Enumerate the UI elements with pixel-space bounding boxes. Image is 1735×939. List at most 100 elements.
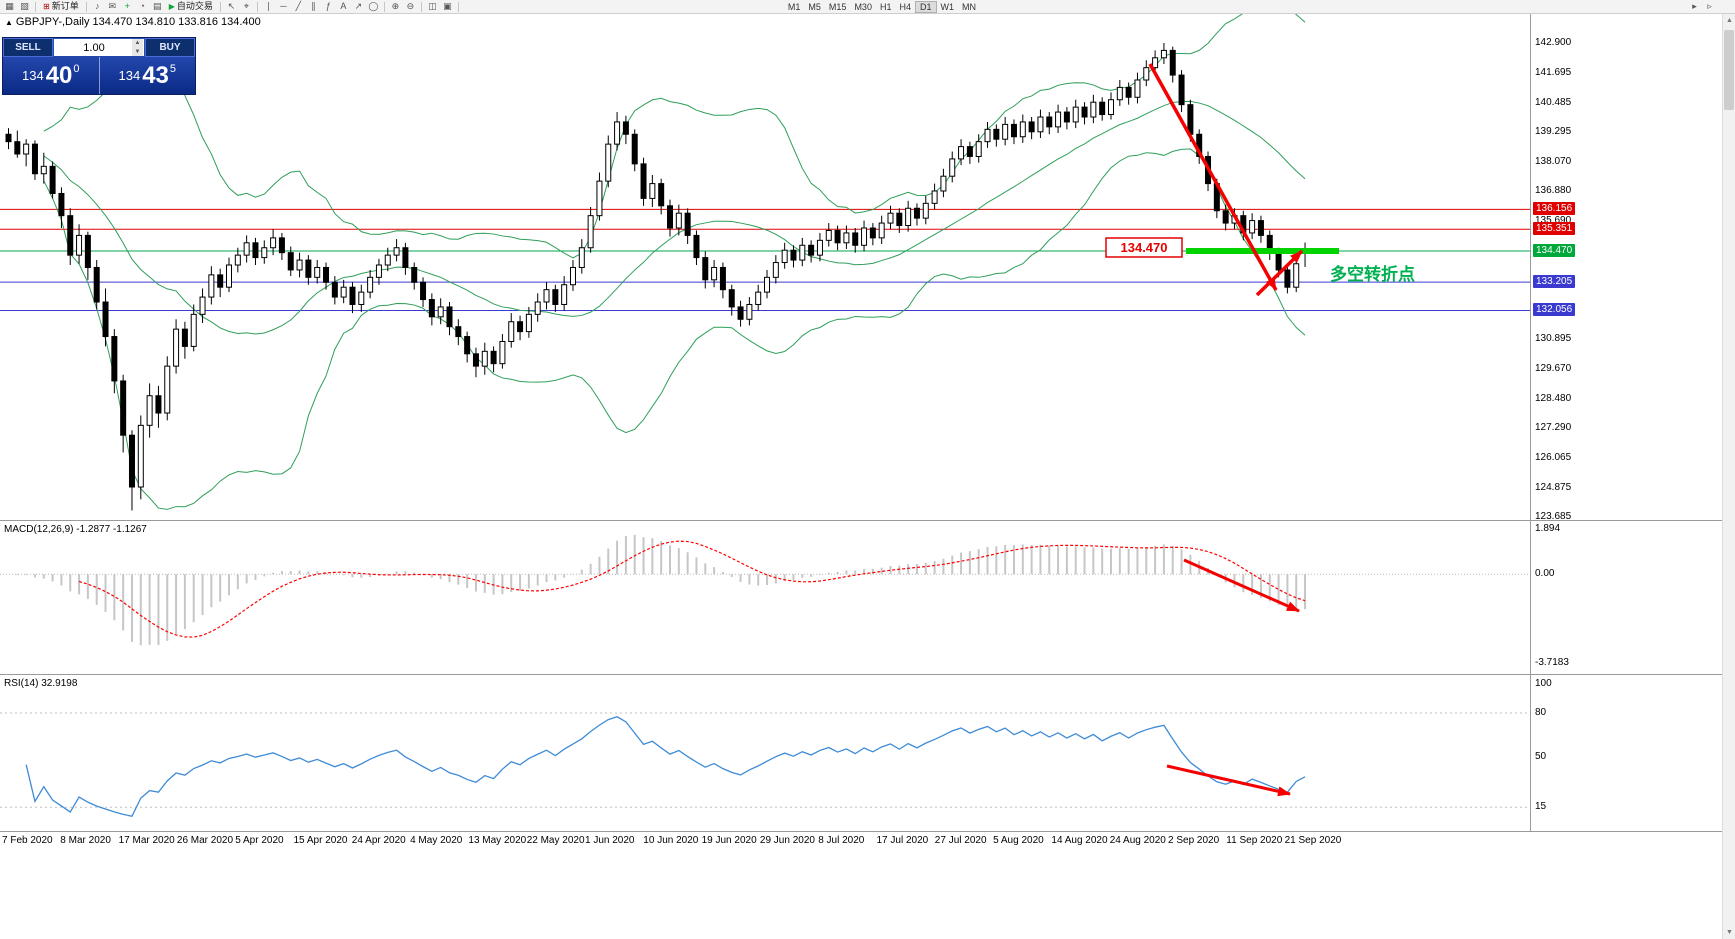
tile-windows-icon[interactable]: ◫	[428, 1, 437, 11]
timeframe-m1[interactable]: M1	[787, 1, 801, 12]
rsi-header: RSI(14) 32.9198	[4, 678, 78, 689]
scroll-down-icon[interactable]: ▼	[1726, 929, 1733, 936]
price-tick: 80	[1535, 707, 1547, 718]
timeframe-mn[interactable]: MN	[962, 1, 976, 12]
toolbar: ▦ ▧ ⊞ 新订单 ♪ ✉ + ◔ ▤ ▶ 自动交易 ↖ ⌖ ∣ ─ ╱ ∥ ƒ A ↗ ◯ ⊕ ⊖ ◫ ▣ M1 M5 M15 M30…	[0, 0, 1735, 14]
profiles-icon[interactable]: ▧	[20, 1, 29, 11]
time-axis: 7 Feb 2020 8 Mar 2020 17 Mar 2020 26 Mar 20…	[0, 833, 1530, 849]
rsi-pane[interactable]	[0, 676, 1530, 836]
date-label: 17 Mar 2020	[118, 835, 175, 846]
date-label: 27 Jul 2020	[934, 835, 987, 846]
scroll-up-icon[interactable]: ▲	[1726, 17, 1733, 24]
vertical-scrollbar[interactable]: ▲ ▼	[1722, 14, 1735, 939]
buy-price-int: 134	[118, 68, 141, 83]
pane-splitter[interactable]	[0, 674, 1722, 675]
price-tick: 142.900	[1535, 37, 1572, 48]
cursor-icon[interactable]: ↖	[227, 1, 236, 11]
sell-button[interactable]: SELL	[3, 38, 53, 57]
date-label: 19 Jun 2020	[701, 835, 757, 846]
autotrading-button-icon: ▶	[168, 2, 175, 11]
crosshair-icon[interactable]: ⌖	[243, 1, 249, 11]
toolbar-separator	[35, 1, 36, 12]
date-label: 29 Jun 2020	[759, 835, 815, 846]
new-order-button[interactable]: ⊞ 新订单	[39, 0, 83, 13]
price-level-badge: 134.470	[1533, 243, 1576, 257]
arrow-tool-icon[interactable]: ↗	[354, 1, 363, 11]
timeframe-m30[interactable]: M30	[854, 1, 872, 12]
date-label: 15 Apr 2020	[293, 835, 348, 846]
timeframe-m5[interactable]: M5	[808, 1, 821, 12]
vertical-line-icon[interactable]: ∣	[266, 1, 271, 11]
support-price-label: 134.470	[1121, 240, 1168, 255]
price-tick: 141.695	[1535, 66, 1572, 78]
price-tick: 129.670	[1535, 363, 1572, 375]
auto-scroll-icon[interactable]: ▸	[1692, 1, 1697, 11]
date-label: 24 Apr 2020	[351, 835, 406, 846]
price-level-badge: 133.205	[1533, 275, 1576, 289]
toolbar-separator	[256, 1, 258, 12]
sound-icon[interactable]: ♪	[94, 1, 100, 11]
price-axis-line	[1530, 14, 1531, 831]
lot-increase-icon[interactable]: ▲	[132, 39, 143, 48]
cascade-windows-icon[interactable]: ▣	[443, 1, 452, 11]
macd-pane[interactable]	[0, 522, 1530, 679]
price-tick: 136.880	[1535, 185, 1572, 197]
timeframe-m15[interactable]: M15	[828, 1, 847, 12]
date-label: 11 Sep 2020	[1226, 835, 1283, 846]
main-chart-pane[interactable]: 134.470 多空转折点	[0, 6, 1530, 525]
price-level-badge: 136.156	[1533, 202, 1576, 216]
price-tick: 124.875	[1535, 481, 1572, 493]
shapes-icon[interactable]: ◯	[368, 1, 379, 11]
price-tick: 130.895	[1535, 333, 1572, 345]
price-tick: 50	[1535, 750, 1547, 762]
price-tick: 100	[1535, 678, 1552, 689]
price-tick: 0.00	[1535, 568, 1555, 580]
lot-decrease-icon[interactable]: ▼	[132, 47, 143, 56]
one-click-trading-panel: SELL ▲ ▼ BUY 134 40 0 134 43 5	[2, 37, 196, 95]
market-watch-icon[interactable]: ▤	[152, 1, 162, 11]
pane-splitter[interactable]	[0, 520, 1722, 521]
zoom-out-icon[interactable]: ⊖	[406, 1, 415, 11]
buy-price-pips: 43	[142, 61, 169, 89]
toolbar-separator	[383, 1, 385, 12]
price-tick: 139.295	[1535, 125, 1572, 137]
history-center-icon[interactable]: ◔	[139, 1, 145, 11]
price-tick: 1.894	[1535, 523, 1561, 535]
date-label: 17 Jul 2020	[876, 835, 929, 846]
autotrading-button[interactable]: ▶ 自动交易	[165, 0, 217, 13]
date-label: 13 May 2020	[468, 835, 527, 846]
lot-size-field: ▲ ▼	[54, 39, 144, 56]
trendline-icon[interactable]: ╱	[295, 1, 302, 11]
horizontal-line-icon[interactable]: ─	[280, 1, 287, 11]
buy-price-display[interactable]: 134 43 5	[98, 57, 196, 94]
price-tick: 128.480	[1535, 392, 1572, 404]
sell-price-int: 134	[21, 68, 44, 83]
mailbox-icon[interactable]: ✉	[108, 1, 116, 11]
price-tick: 135.690	[1535, 214, 1572, 226]
fibonacci-icon[interactable]: ƒ	[325, 1, 331, 11]
timeframe-d1[interactable]: D1	[914, 0, 937, 13]
buy-button[interactable]: BUY	[145, 38, 195, 57]
timeframe-h1[interactable]: H1	[879, 1, 892, 12]
date-label: 21 Sep 2020	[1284, 835, 1342, 846]
lot-size-input[interactable]	[54, 41, 144, 54]
channel-icon[interactable]: ∥	[311, 1, 316, 11]
date-label: 5 Apr 2020	[235, 835, 284, 846]
new-order-button-label: 新订单	[51, 1, 79, 11]
price-level-badge: 135.351	[1533, 222, 1576, 236]
zoom-in-icon[interactable]: ⊕	[391, 1, 400, 11]
add-symbol-icon[interactable]: +	[124, 1, 130, 11]
new-chart-icon[interactable]: ▦	[5, 1, 14, 11]
price-level-badge: 132.056	[1533, 303, 1576, 317]
toolbar-separator	[457, 1, 459, 12]
timeframe-h4[interactable]: H4	[899, 1, 911, 12]
text-tool-icon[interactable]: A	[340, 1, 347, 11]
date-label: 24 Aug 2020	[1109, 835, 1166, 846]
price-tick: 15	[1535, 801, 1547, 813]
scrollbar-thumb[interactable]	[1724, 30, 1734, 110]
timeframe-w1[interactable]: W1	[940, 1, 955, 12]
chart-shift-icon[interactable]: ▹	[1707, 1, 1712, 11]
price-tick: 126.065	[1535, 452, 1572, 464]
sell-price-display[interactable]: 134 40 0	[3, 57, 99, 94]
